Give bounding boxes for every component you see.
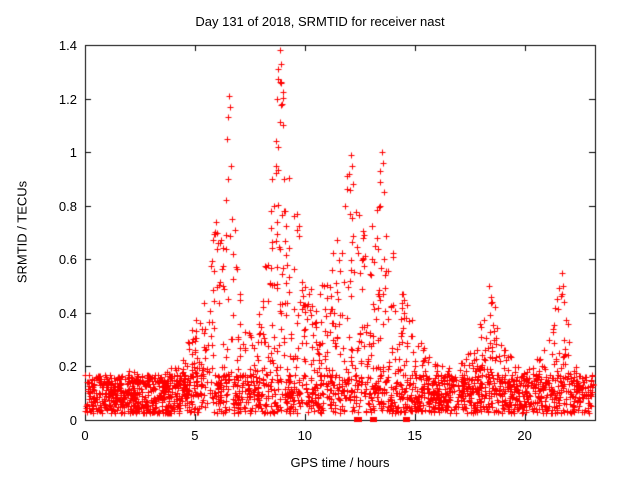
y-tick-label: 0.2 — [58, 359, 77, 375]
y-tick-label: 1 — [69, 145, 77, 161]
y-tick-label: 0 — [69, 413, 77, 428]
y-tick-label: 0.4 — [58, 305, 77, 321]
x-tick-label: 20 — [517, 428, 532, 443]
chart-title: Day 131 of 2018, SRMTID for receiver nas… — [195, 14, 445, 29]
x-tick-label: 5 — [191, 428, 199, 443]
x-tick-label: 10 — [297, 428, 313, 443]
y-axis-label: SRMTID / TECUs — [14, 180, 30, 284]
y-tick-label: 0.8 — [58, 198, 77, 214]
y-tick-label: 1.2 — [58, 91, 77, 107]
x-tick-label: 0 — [81, 428, 89, 443]
x-axis-label: GPS time / hours — [290, 455, 390, 470]
y-tick-label: 0.6 — [58, 252, 77, 268]
y-tick-label: 1.4 — [58, 38, 77, 53]
x-tick-label: 15 — [407, 428, 422, 443]
